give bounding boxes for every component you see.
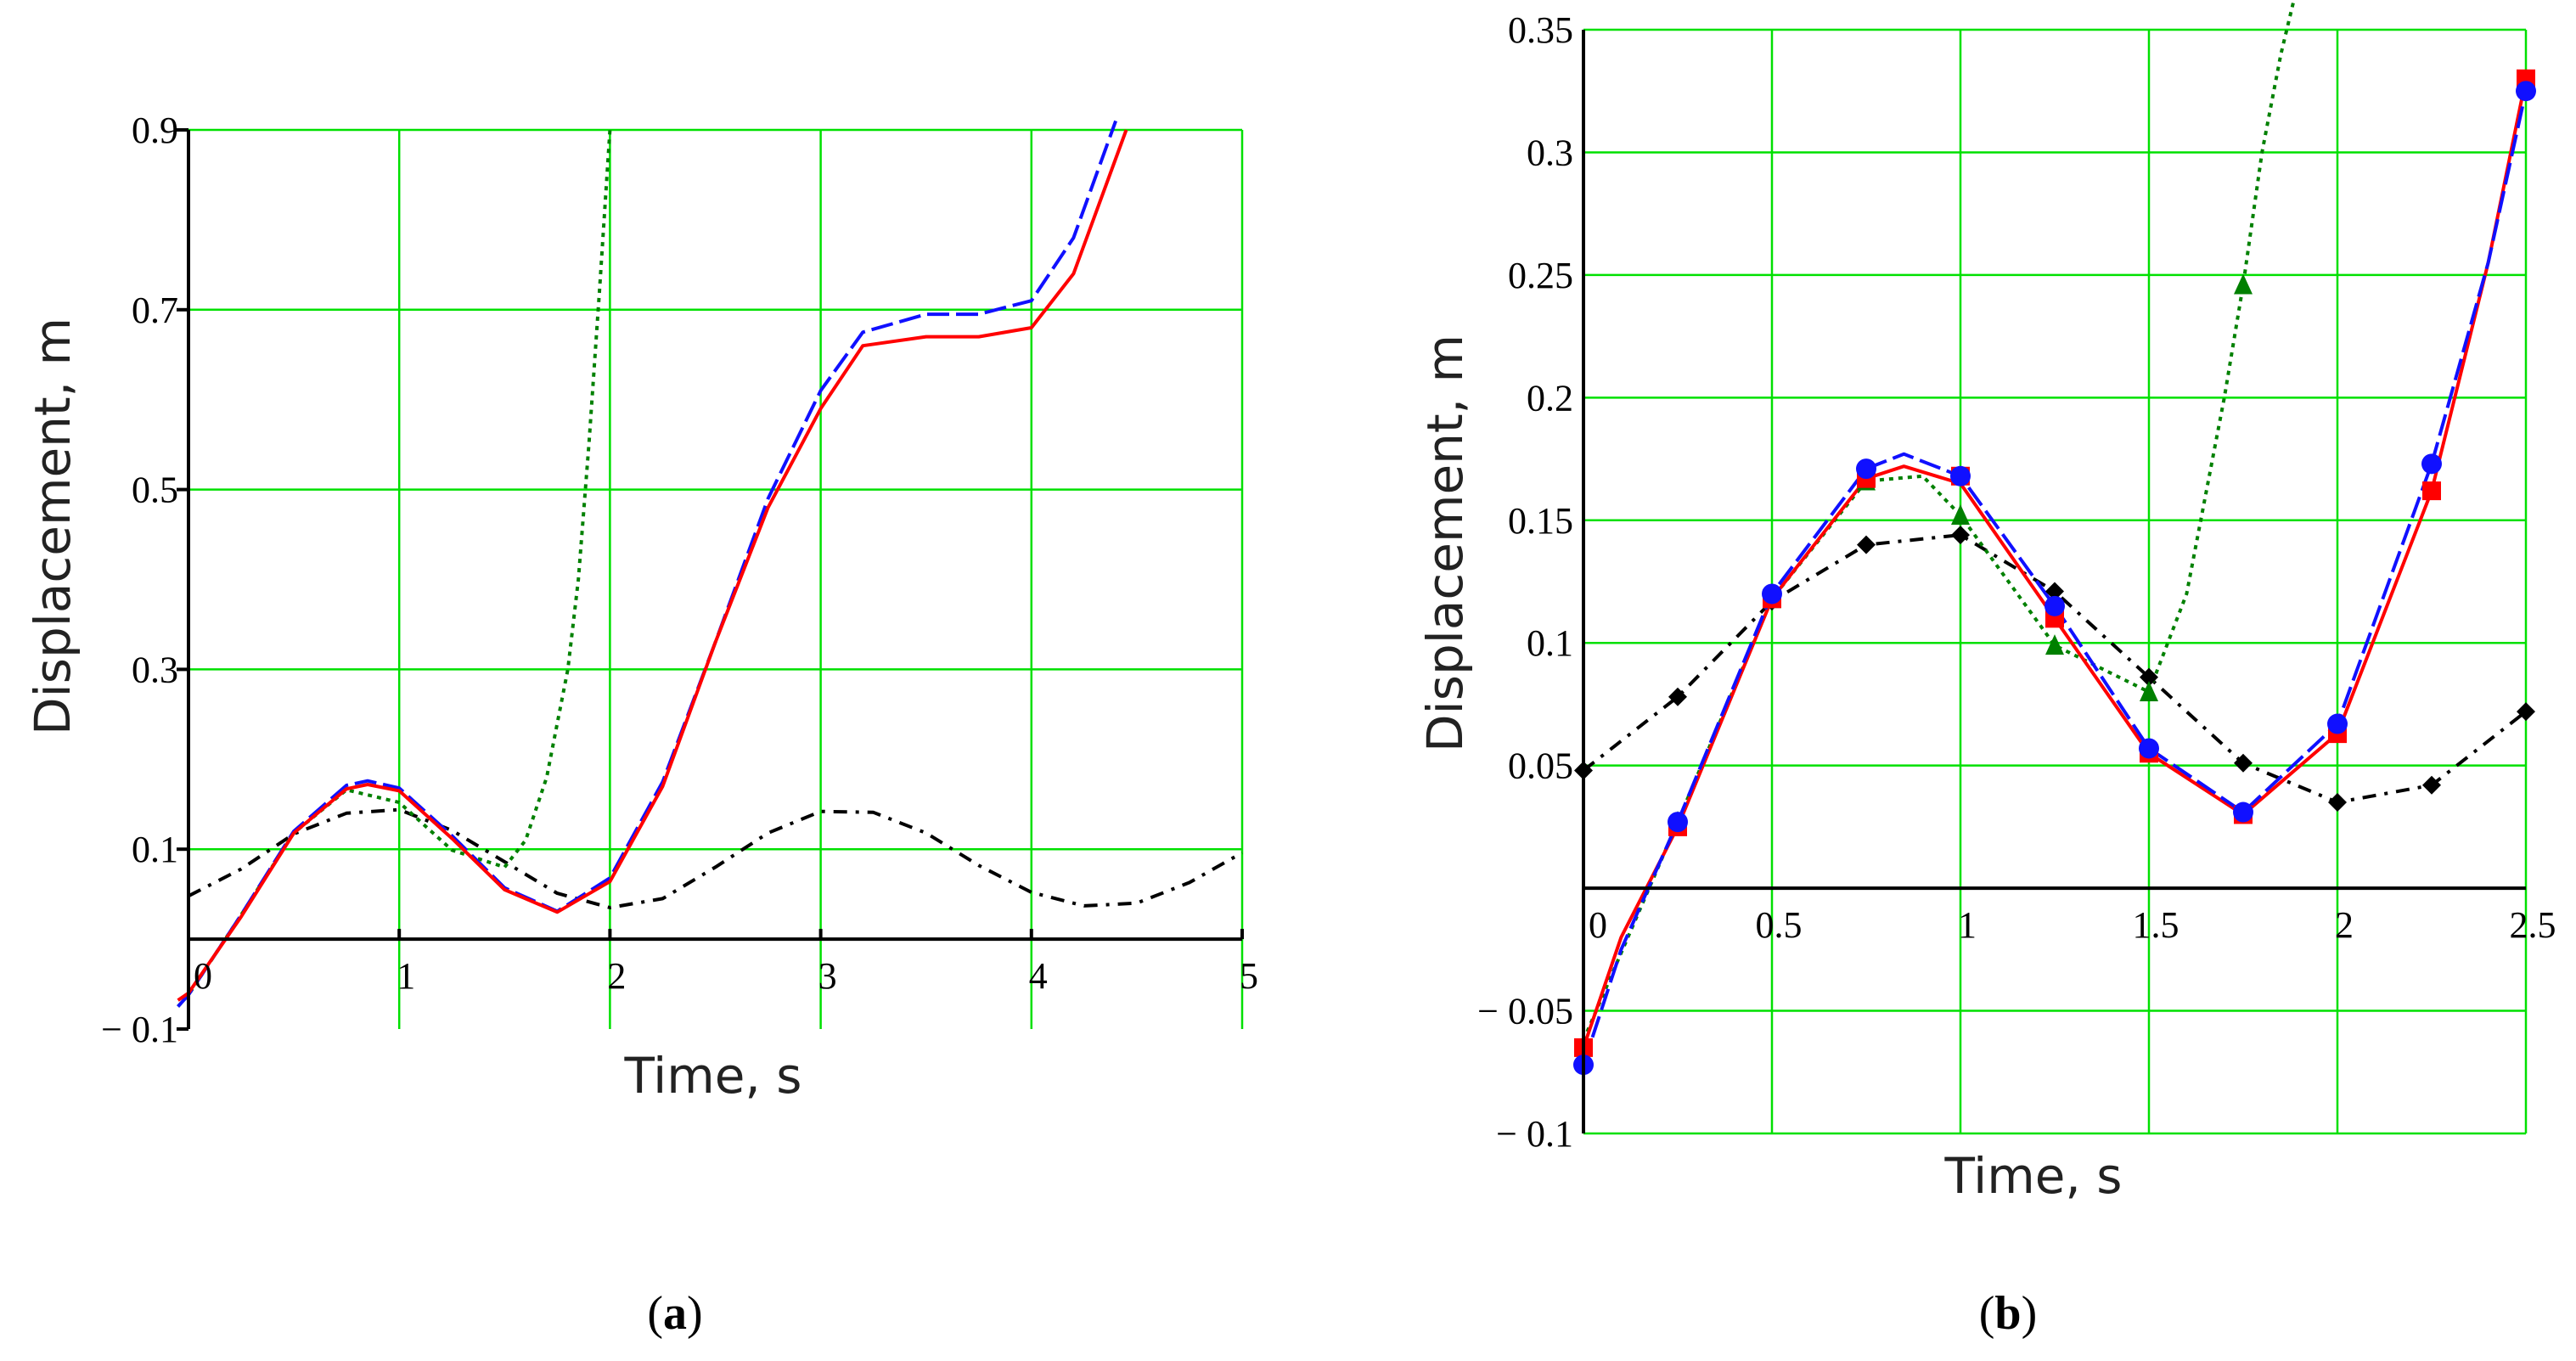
- chart-b-marker-blue-dashed: [2139, 738, 2159, 759]
- chart-a-x-axis-title: Time, s: [623, 1047, 801, 1105]
- chart-a-y-axis-title: Displacement, m: [24, 318, 82, 735]
- chart-b-x-tick-label: 2: [2335, 904, 2354, 946]
- chart-b-y-axis-title: Displacement, m: [1416, 335, 1474, 752]
- chart-b-marker-blue-dashed: [1668, 812, 1688, 833]
- chart-b-marker-black-dashdot: [2140, 667, 2158, 687]
- chart-b: − 0.1 − 0.05 0.05 0.1 0.15 0.2 0.25 0.3 0.35 0 0.5…: [1416, 0, 2556, 1340]
- chart-b-y-tick-label: − 0.1: [1496, 1113, 1573, 1155]
- chart-b-marker-blue-dashed: [2421, 453, 2442, 475]
- chart-b-y-tick-label: 0.3: [1527, 132, 1573, 173]
- chart-b-y-tick-label: 0.1: [1527, 622, 1573, 664]
- chart-a-y-tick-label: 0.9: [132, 110, 178, 151]
- chart-a-series-red-solid: [177, 129, 1128, 1002]
- chart-a-y-tick-label: 0.3: [132, 649, 178, 690]
- chart-b-marker-green-dotted: [2045, 634, 2064, 655]
- chart-b-grid: [1583, 28, 2528, 1135]
- chart-b-panel-label: (b): [1979, 1287, 2037, 1340]
- chart-b-series-black-dashdot: [1582, 533, 2528, 804]
- chart-b-marker-blue-dashed: [2516, 81, 2536, 102]
- chart-a-y-tick-label: 0.7: [132, 290, 178, 331]
- chart-b-marker-black-dashdot: [1668, 687, 1687, 706]
- chart-b-marker-green-dotted: [1951, 504, 1970, 525]
- chart-a-series-black-dashdot: [188, 807, 1243, 909]
- chart-a-tick-labels: − 0.1 0.1 0.3 0.5 0.7 0.9 0 1 2 3 4 5: [101, 110, 1258, 1050]
- chart-b-tick-labels: − 0.1 − 0.05 0.05 0.1 0.15 0.2 0.25 0.3 0.35 0 0.5…: [1477, 9, 2556, 1155]
- chart-b-marker-black-dashdot: [2234, 753, 2253, 773]
- chart-b-series-blue-dashed: [1582, 90, 2528, 1066]
- chart-b-marker-blue-dashed: [1856, 458, 1876, 480]
- chart-b-panel-letter: b: [1994, 1287, 2021, 1340]
- chart-b-marker-black-dashdot: [2045, 582, 2064, 601]
- chart-b-marker-green-dotted: [2140, 681, 2158, 701]
- chart-b-x-tick-label: 2.5: [2510, 904, 2556, 946]
- chart-a-series-green-dotted: [177, 129, 612, 1008]
- chart-b-marker-blue-dashed: [1950, 465, 1971, 486]
- chart-b-marker-black-dashdot: [1951, 526, 1970, 545]
- chart-b-marker-green-dotted: [2234, 273, 2253, 295]
- chart-b-marker-black-dashdot: [2422, 775, 2441, 795]
- chart-a-series-blue-dashed: [177, 120, 1117, 1008]
- chart-a-axes: [177, 128, 1244, 1031]
- chart-a-x-tick-label: 0: [194, 955, 212, 997]
- chart-b-y-tick-label: − 0.05: [1477, 991, 1573, 1032]
- chart-b-axes: [1582, 30, 2526, 1133]
- chart-a: − 0.1 0.1 0.3 0.5 0.7 0.9 0 1 2 3 4 5 Time, s Displ…: [24, 110, 1258, 1340]
- chart-a-grid: [188, 128, 1244, 1029]
- chart-a-x-tick-label: 1: [397, 955, 415, 997]
- chart-a-x-tick-label: 4: [1029, 955, 1048, 997]
- chart-b-marker-black-dashdot: [1857, 535, 1876, 554]
- chart-b-marker-blue-dashed: [1762, 583, 1782, 605]
- chart-b-marker-blue-dashed: [2044, 595, 2065, 616]
- chart-b-marker-red-solid: [2422, 481, 2441, 501]
- chart-a-series: [177, 120, 1243, 1008]
- chart-b-y-tick-label: 0.05: [1508, 745, 1573, 787]
- chart-b-series-red-solid: [1582, 78, 2528, 1049]
- chart-b-x-tick-label: 0.5: [1756, 904, 1803, 946]
- chart-b-marker-black-dashdot: [2328, 793, 2347, 812]
- chart-b-y-tick-label: 0.35: [1508, 9, 1573, 51]
- chart-a-y-tick-label: − 0.1: [101, 1009, 178, 1050]
- chart-b-y-tick-label: 0.15: [1508, 500, 1573, 542]
- chart-b-markers: [1573, 69, 2536, 1076]
- chart-b-series: [1582, 0, 2528, 1066]
- chart-b-marker-blue-dashed: [2233, 801, 2253, 823]
- chart-b-marker-blue-dashed: [2327, 713, 2348, 734]
- chart-a-y-tick-label: 0.5: [132, 470, 178, 511]
- chart-b-y-tick-label: 0.25: [1508, 255, 1573, 296]
- chart-a-x-tick-label: 3: [818, 955, 837, 997]
- chart-b-x-axis-title: Time, s: [1943, 1147, 2122, 1205]
- chart-a-panel-label: (a): [647, 1287, 702, 1340]
- chart-a-y-tick-label: 0.1: [132, 829, 178, 870]
- chart-a-x-tick-label: 2: [607, 955, 626, 997]
- chart-b-x-tick-label: 0: [1589, 904, 1607, 946]
- chart-a-panel-letter: a: [663, 1287, 687, 1340]
- chart-b-x-tick-label: 1.5: [2133, 904, 2179, 946]
- chart-a-x-tick-label: 5: [1240, 955, 1258, 997]
- chart-b-x-tick-label: 1: [1958, 904, 1977, 946]
- chart-b-marker-black-dashdot: [2517, 702, 2535, 722]
- chart-b-y-tick-label: 0.2: [1527, 377, 1573, 419]
